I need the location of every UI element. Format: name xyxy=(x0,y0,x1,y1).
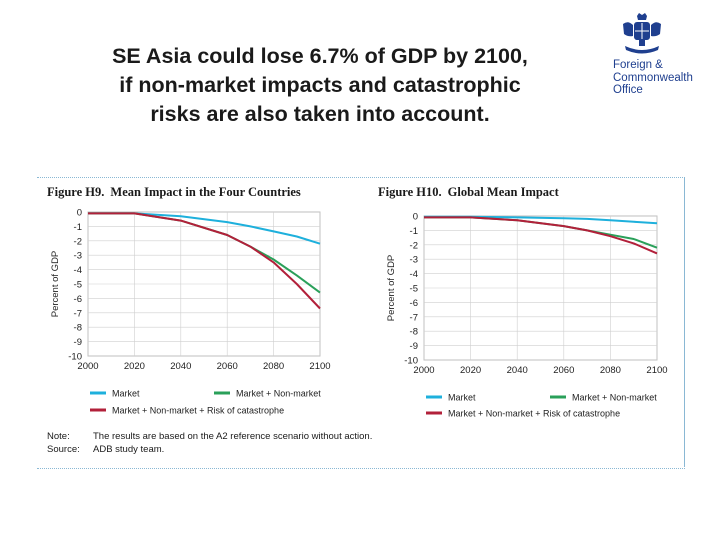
note-text: The results are based on the A2 referenc… xyxy=(93,431,373,442)
note-label: Note: xyxy=(47,431,70,442)
title-line-3: risks are also taken into account. xyxy=(150,102,490,126)
figure-h9-title: Figure H9. Mean Impact in the Four Countr… xyxy=(47,185,301,200)
figure-note: Note: The results are based on the A2 ref… xyxy=(47,430,372,456)
title-line-1: SE Asia could lose 6.7% of GDP by 2100, xyxy=(112,44,528,68)
slide-title: SE Asia could lose 6.7% of GDP by 2100, … xyxy=(40,42,600,129)
source-text: ADB study team. xyxy=(93,444,165,455)
royal-crest-icon xyxy=(623,13,661,54)
figure-number: Figure H10. xyxy=(378,185,442,199)
title-line-2: if non-market impacts and catastrophic xyxy=(119,73,521,97)
panel-edge xyxy=(684,177,685,467)
figure-caption: Global Mean Impact xyxy=(447,185,559,199)
figure-panel xyxy=(37,177,685,469)
fco-logo: Foreign & Commonwealth Office xyxy=(603,10,723,100)
org-name: Foreign & Commonwealth Office xyxy=(613,59,693,97)
org-line: Commonwealth xyxy=(613,71,693,84)
figure-number: Figure H9. xyxy=(47,185,105,199)
figure-h10-title: Figure H10. Global Mean Impact xyxy=(378,185,559,200)
source-label: Source: xyxy=(47,444,80,455)
org-line: Foreign & xyxy=(613,59,663,71)
org-line: Office xyxy=(613,84,643,96)
figure-caption: Mean Impact in the Four Countries xyxy=(110,185,301,199)
